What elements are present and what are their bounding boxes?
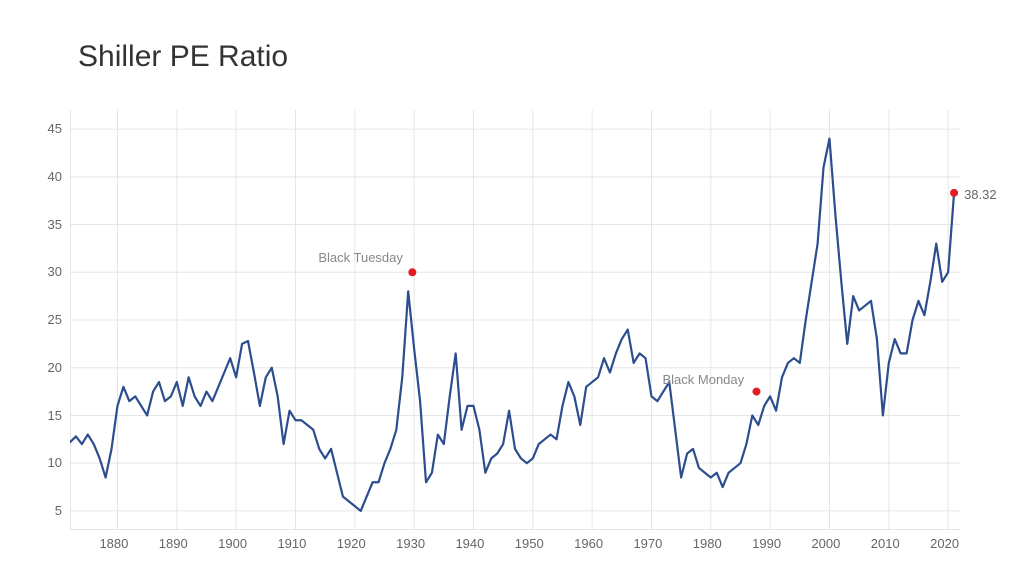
annotation-label-black-monday: Black Monday (662, 372, 744, 387)
y-tick-label: 10 (48, 455, 62, 470)
x-tick-label: 1890 (159, 536, 188, 551)
y-tick-label: 35 (48, 217, 62, 232)
annotation-marker-black-tuesday (408, 268, 416, 276)
x-tick-label: 1910 (277, 536, 306, 551)
x-tick-label: 1900 (218, 536, 247, 551)
y-tick-label: 5 (55, 503, 62, 518)
x-tick-label: 1950 (515, 536, 544, 551)
x-tick-label: 1960 (574, 536, 603, 551)
x-tick-label: 1970 (633, 536, 662, 551)
y-tick-label: 15 (48, 408, 62, 423)
x-tick-label: 2000 (811, 536, 840, 551)
x-tick-label: 1990 (752, 536, 781, 551)
end-point-label: 38.32 (964, 187, 997, 202)
end-point-marker (950, 189, 958, 197)
chart-title: Shiller PE Ratio (78, 40, 288, 74)
x-tick-label: 1980 (693, 536, 722, 551)
x-tick-label: 1940 (455, 536, 484, 551)
x-tick-label: 1880 (99, 536, 128, 551)
x-tick-label: 1920 (337, 536, 366, 551)
series-line-shiller-pe (70, 139, 954, 511)
chart-container: Shiller PE Ratio 51015202530354045188018… (0, 0, 1024, 570)
y-tick-label: 25 (48, 312, 62, 327)
annotation-label-black-tuesday: Black Tuesday (318, 250, 403, 265)
y-tick-label: 30 (48, 264, 62, 279)
x-tick-label: 1930 (396, 536, 425, 551)
chart-svg (70, 110, 960, 530)
x-tick-label: 2020 (930, 536, 959, 551)
y-tick-label: 40 (48, 169, 62, 184)
y-tick-label: 20 (48, 360, 62, 375)
annotation-marker-black-monday (752, 388, 760, 396)
y-tick-label: 45 (48, 121, 62, 136)
x-tick-label: 2010 (871, 536, 900, 551)
chart-plot-area: 5101520253035404518801890190019101920193… (70, 110, 960, 530)
